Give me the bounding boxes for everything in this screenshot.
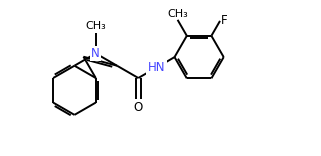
Text: O: O xyxy=(134,101,143,114)
Text: CH₃: CH₃ xyxy=(167,9,188,19)
Text: HN: HN xyxy=(148,61,165,74)
Text: N: N xyxy=(91,47,100,60)
Text: CH₃: CH₃ xyxy=(85,21,106,31)
Text: F: F xyxy=(221,14,228,27)
